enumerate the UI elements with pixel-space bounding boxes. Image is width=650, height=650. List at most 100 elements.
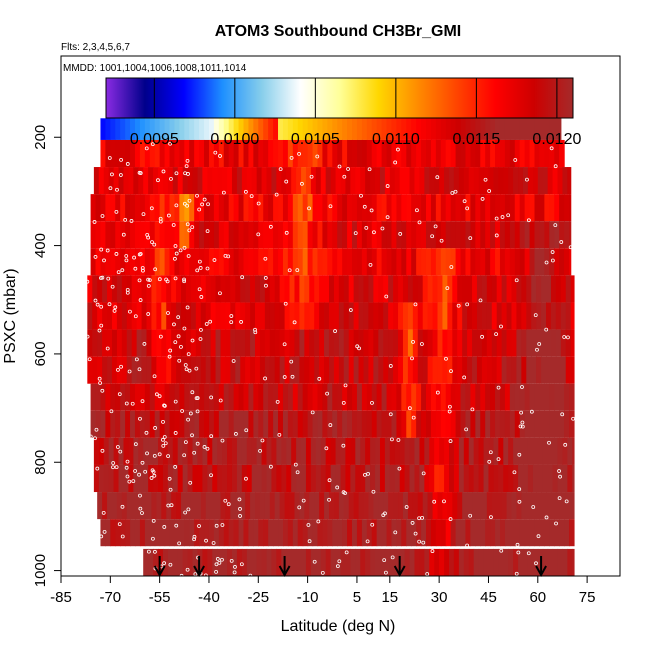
heatmap-cell [572, 437, 575, 465]
heatmap-cell [534, 139, 541, 168]
heatmap-cell [181, 275, 187, 303]
heatmap-cell [361, 383, 368, 411]
heatmap-cell [212, 464, 218, 493]
heatmap-cell [258, 194, 264, 222]
heatmap-cell [116, 275, 123, 303]
heatmap-cell [130, 248, 136, 276]
heatmap-cell [470, 221, 476, 249]
heatmap-cell [154, 139, 161, 168]
heatmap-cell [345, 437, 351, 465]
heatmap-cell [544, 221, 550, 249]
heatmap-cell [381, 221, 388, 249]
measurement-point [449, 369, 453, 373]
heatmap-cell [166, 356, 172, 384]
measurement-point [301, 498, 306, 503]
heatmap-cell [554, 248, 560, 276]
measurement-point [95, 302, 100, 307]
measurement-point [234, 432, 238, 436]
measurement-point [138, 416, 142, 421]
measurement-point [435, 175, 440, 180]
measurement-point [158, 219, 163, 224]
heatmap-cell [518, 464, 524, 493]
heatmap-cell [225, 356, 231, 384]
heatmap-cell [386, 383, 393, 411]
heatmap-cell [266, 167, 273, 195]
heatmap-cell [273, 221, 279, 249]
heatmap-cell [164, 248, 171, 276]
heatmap-cell [144, 383, 151, 411]
heatmap-cell [531, 275, 537, 303]
measurement-point [145, 232, 150, 237]
heatmap-cell [544, 410, 550, 438]
heatmap-cell [100, 410, 106, 438]
heatmap-cell [554, 519, 560, 547]
heatmap-cell [120, 139, 126, 168]
heatmap-cell [427, 492, 434, 520]
heatmap-cell [131, 329, 138, 357]
heatmap-cell [90, 221, 97, 249]
heatmap-cell [102, 492, 108, 520]
heatmap-cell [485, 383, 491, 411]
heatmap-cell [320, 464, 327, 493]
heatmap-cell [352, 139, 358, 168]
heatmap-cell [292, 139, 299, 168]
heatmap-cell [315, 437, 322, 465]
heatmap-cell [332, 194, 338, 222]
heatmap-cell [370, 464, 376, 493]
heatmap-cell [499, 139, 506, 168]
heatmap-cell [289, 492, 296, 520]
heatmap-cell [287, 248, 294, 276]
heatmap-cell [555, 302, 562, 330]
measurement-point [106, 276, 111, 281]
heatmap-cell [425, 194, 432, 222]
heatmap-cell [358, 329, 365, 357]
heatmap-cell [305, 167, 312, 195]
heatmap-cell [177, 437, 184, 465]
heatmap-cell [360, 464, 366, 493]
measurement-point [343, 491, 347, 496]
measurement-point [282, 342, 287, 347]
heatmap-cell [421, 248, 427, 276]
heatmap-cell [97, 275, 103, 303]
heatmap-cell [421, 410, 427, 438]
measurement-point [168, 487, 173, 492]
heatmap-cell [432, 492, 439, 520]
heatmap-cell [307, 221, 314, 249]
measurement-point [398, 232, 403, 236]
heatmap-cell [529, 248, 536, 276]
heatmap-cell [307, 383, 314, 411]
heatmap-cell [445, 118, 452, 140]
heatmap-cell [218, 221, 225, 249]
heatmap-cell [508, 464, 514, 493]
measurement-point [147, 278, 152, 283]
measurement-point [177, 358, 182, 363]
measurement-point [183, 363, 188, 367]
measurement-point [98, 381, 102, 385]
heatmap-cell [312, 248, 319, 276]
heatmap-cell [542, 167, 549, 195]
measurement-point [177, 541, 182, 546]
heatmap-cell [425, 139, 432, 168]
heatmap-cell [516, 275, 522, 303]
heatmap-cell [314, 275, 320, 303]
heatmap-cell [192, 548, 199, 576]
heatmap-cell [292, 519, 299, 547]
measurement-point [413, 302, 418, 307]
colorbar-tick-label: 0.0095 [130, 131, 179, 148]
heatmap-cell [429, 167, 435, 195]
heatmap-cell [412, 275, 419, 303]
heatmap-cell [365, 464, 371, 493]
heatmap-cell [235, 356, 241, 384]
heatmap-cell [322, 519, 328, 547]
heatmap-cell [521, 329, 527, 357]
heatmap-cell [547, 437, 554, 465]
heatmap-cell [368, 275, 374, 303]
measurement-point [462, 375, 467, 380]
measurement-point [384, 570, 388, 575]
heatmap-cell [378, 356, 384, 384]
measurement-point [111, 461, 116, 465]
heatmap-cell [529, 118, 536, 140]
heatmap-cell [503, 548, 509, 576]
heatmap-cell [447, 302, 453, 330]
heatmap-cell [559, 139, 565, 168]
